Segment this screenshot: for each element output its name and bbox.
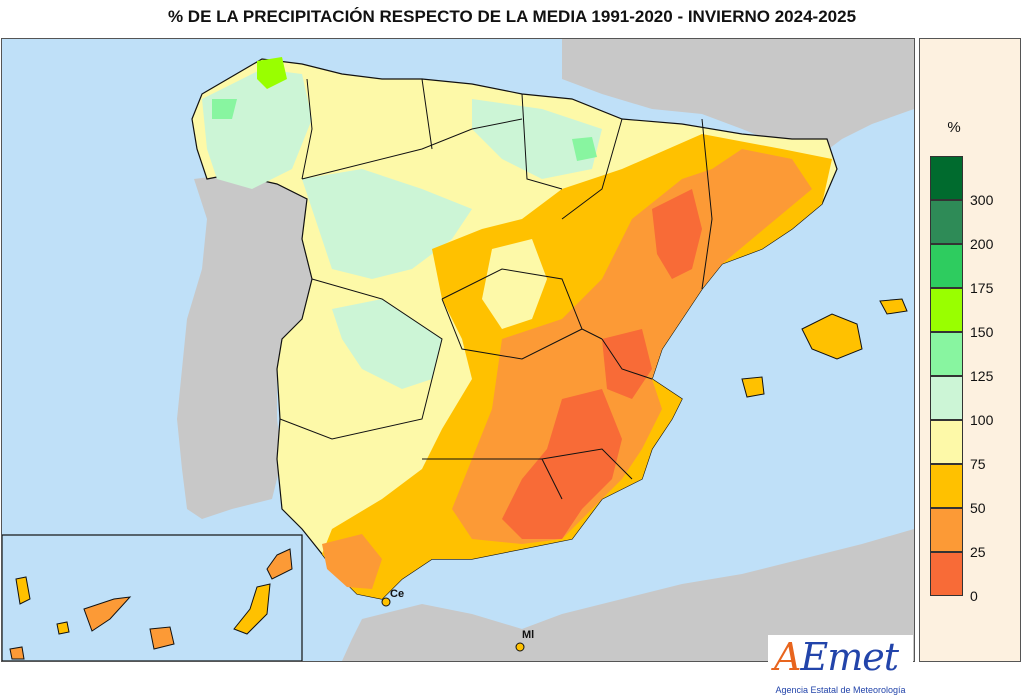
legend-unit: % bbox=[947, 119, 961, 136]
legend-swatch bbox=[930, 508, 963, 552]
legend-swatch bbox=[930, 156, 963, 200]
legend-swatch bbox=[930, 552, 963, 596]
la-gomera bbox=[56, 621, 70, 635]
zone-75-island bbox=[482, 239, 547, 329]
aemet-logo: AEmet Agencia Estatal de Meteorología bbox=[768, 635, 913, 697]
zone-125b bbox=[302, 169, 472, 279]
legend-swatch bbox=[930, 288, 963, 332]
legend-swatch bbox=[930, 464, 963, 508]
legend-label: 300 bbox=[970, 192, 994, 208]
logo-letter-e: E bbox=[800, 635, 828, 679]
portugal-land bbox=[177, 174, 312, 519]
logo-subtitle: Agencia Estatal de Meteorología bbox=[775, 685, 906, 695]
menorca bbox=[879, 298, 908, 315]
map-title: % DE LA PRECIPITACIÓN RESPECTO DE LA MED… bbox=[167, 7, 857, 26]
ibiza bbox=[741, 376, 765, 398]
mallorca bbox=[801, 313, 863, 360]
legend-panel: % 300 200 175 150 125 100 75 50 25 0 bbox=[919, 38, 1021, 662]
legend-swatch bbox=[930, 376, 963, 420]
tenerife bbox=[83, 596, 132, 632]
map-panel[interactable]: Ce Ml AEmet Agencia Estatal de Meteorolo… bbox=[1, 38, 915, 697]
legend-swatch bbox=[930, 200, 963, 244]
precipitation-map bbox=[2, 39, 914, 661]
ceuta-marker bbox=[381, 597, 391, 607]
zone-0b bbox=[602, 329, 652, 399]
lanzarote bbox=[266, 548, 293, 580]
ceuta-label: Ce bbox=[390, 588, 405, 600]
zone-0 bbox=[652, 189, 702, 279]
legend-label: 25 bbox=[970, 544, 986, 560]
legend-label: 200 bbox=[970, 236, 994, 252]
zone-150 bbox=[257, 57, 287, 89]
zone-125c bbox=[332, 299, 442, 389]
france-land-2 bbox=[832, 59, 882, 109]
region-borders bbox=[279, 78, 713, 500]
legend-label: 125 bbox=[970, 368, 994, 384]
fuerteventura bbox=[233, 583, 271, 635]
el-hierro bbox=[9, 646, 25, 660]
legend-label: 100 bbox=[970, 412, 994, 428]
zone-150c bbox=[212, 99, 237, 119]
legend-label: 175 bbox=[970, 280, 994, 296]
logo-letters-met: met bbox=[827, 635, 899, 679]
zone-150b bbox=[572, 137, 597, 161]
la-palma bbox=[15, 576, 31, 605]
zone-25b bbox=[322, 534, 382, 589]
logo-letter-a: A bbox=[774, 635, 801, 679]
africa-land bbox=[342, 529, 914, 661]
legend-label: 0 bbox=[970, 588, 978, 604]
legend-swatch bbox=[930, 420, 963, 464]
legend-label: 75 bbox=[970, 456, 986, 472]
melilla-label: Ml bbox=[522, 629, 535, 641]
legend-label: 50 bbox=[970, 500, 986, 516]
zone-0c bbox=[502, 389, 622, 539]
legend-swatch bbox=[930, 244, 963, 288]
zone-125d bbox=[472, 99, 602, 179]
melilla-marker bbox=[515, 642, 525, 652]
legend-swatch bbox=[930, 332, 963, 376]
france-land bbox=[562, 39, 914, 154]
legend-label: 150 bbox=[970, 324, 994, 340]
gran-canaria bbox=[149, 626, 175, 650]
